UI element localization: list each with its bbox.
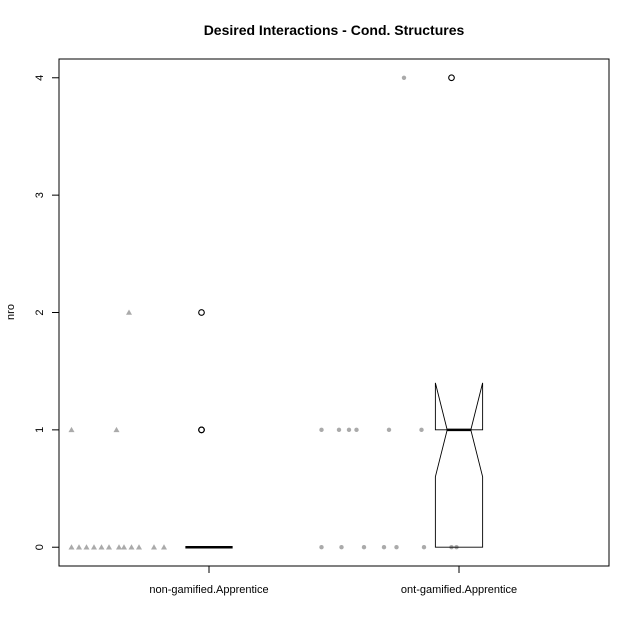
y-tick-label: 4 — [34, 75, 46, 81]
data-point — [401, 75, 407, 80]
data-point — [394, 545, 399, 550]
data-points — [68, 75, 459, 550]
x-tick-label: ont-gamified.Apprentice — [401, 584, 517, 596]
boxplots — [185, 74, 484, 549]
x-axis: non-gamified.Apprentice ont-gamified.Appr… — [149, 565, 517, 596]
y-tick-label: 0 — [34, 544, 46, 550]
data-point — [98, 544, 105, 550]
y-axis: 0 1 2 3 4 — [34, 75, 60, 550]
data-point — [421, 545, 427, 550]
data-point — [76, 544, 82, 550]
data-point — [136, 544, 142, 550]
data-point — [361, 545, 367, 550]
data-point — [161, 544, 167, 550]
x-tick-label: non-gamified.Apprentice — [149, 584, 268, 596]
chart-title: Desired Interactions - Cond. Structures — [204, 22, 465, 38]
data-point — [68, 544, 75, 550]
y-tick-label: 1 — [34, 427, 46, 433]
data-point — [91, 544, 97, 550]
data-point — [83, 544, 90, 550]
y-tick-label: 3 — [34, 192, 46, 198]
box-body — [434, 382, 484, 548]
data-point — [128, 544, 135, 550]
data-point — [346, 427, 352, 433]
data-point — [419, 427, 424, 433]
data-point — [339, 545, 344, 550]
y-axis-label: nro — [5, 304, 17, 320]
data-point — [121, 544, 127, 550]
data-point — [319, 545, 324, 550]
data-point — [116, 544, 122, 550]
box-outlier — [198, 426, 205, 434]
data-point — [113, 426, 120, 433]
data-point — [381, 545, 387, 550]
box-outlier — [198, 309, 205, 316]
data-point — [151, 544, 157, 550]
box-outlier — [448, 74, 455, 82]
plot-frame — [58, 58, 610, 567]
data-point — [106, 544, 112, 550]
data-point — [68, 426, 75, 433]
data-point — [336, 427, 342, 433]
data-point — [126, 309, 132, 315]
y-tick-label: 2 — [34, 309, 46, 315]
data-point — [354, 427, 359, 433]
data-point — [386, 427, 392, 433]
data-point — [319, 427, 324, 433]
